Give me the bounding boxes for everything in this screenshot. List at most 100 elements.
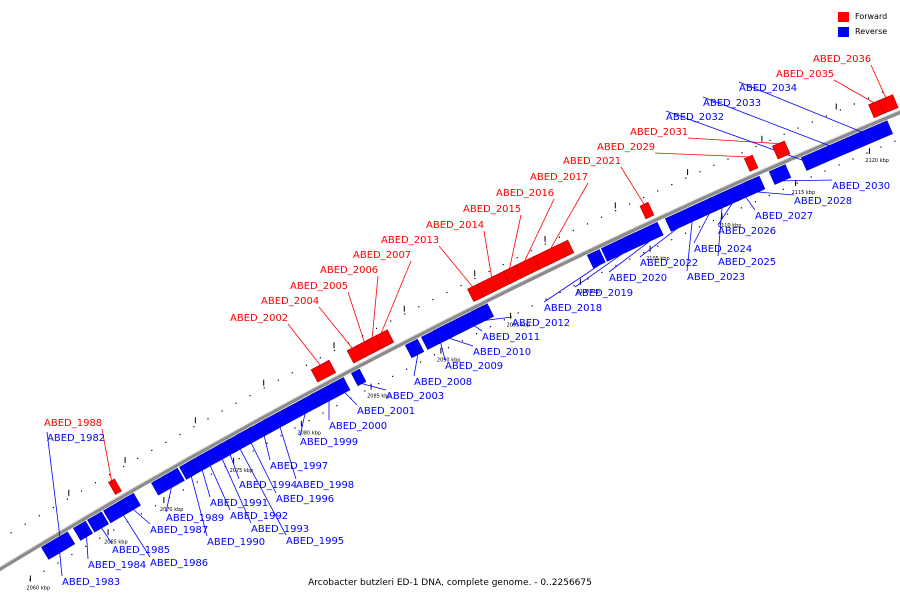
tick-dot [754, 201, 756, 203]
tick-dot [712, 219, 715, 222]
gene-abed-2002[interactable] [310, 359, 337, 383]
gene-abed-2001[interactable] [332, 377, 351, 396]
gene-abed-2012[interactable] [470, 303, 495, 325]
tick-dot [629, 258, 631, 260]
gene-abed-2017[interactable] [533, 239, 575, 270]
tick-dot [221, 410, 223, 412]
dna-backbone-highlight [0, 109, 900, 568]
tick-dot [305, 364, 307, 366]
scale-label: 2080 kbp [297, 431, 321, 437]
tick-dot [446, 291, 448, 294]
tick-dot [880, 146, 882, 148]
tick-dot [768, 194, 770, 196]
gene-abed-1989[interactable] [151, 467, 185, 496]
leader-abed-2010 [449, 338, 474, 347]
label-abed-1994: ABED_1994 [239, 480, 297, 491]
tick-dot [699, 171, 701, 173]
leader-abed-2009 [440, 342, 446, 361]
tick-dot [783, 133, 785, 135]
label-abed-2031: ABED_2031 [630, 127, 688, 138]
leader-abed-2012 [485, 316, 513, 321]
tick-dot [404, 313, 406, 315]
tick-dot [671, 184, 673, 186]
gene-abed-2036[interactable] [878, 94, 899, 114]
gene-abed-2021[interactable] [639, 201, 655, 220]
scale-label: 2115 kbp [792, 190, 816, 196]
gene-abed-1984[interactable] [73, 520, 94, 541]
tick-dot [516, 257, 518, 259]
tick-dot [336, 405, 338, 407]
leader-abed-1996 [250, 442, 277, 494]
leader-abed-2023 [686, 221, 693, 272]
tick-dot [740, 207, 742, 209]
tick-dot [277, 379, 279, 381]
legend-forward-label: Forward [855, 12, 888, 21]
scale-label: 2100 kbp [576, 289, 600, 295]
gene-abed-2003[interactable] [350, 368, 367, 387]
gene-abed-1987[interactable] [119, 492, 141, 514]
tick-dot [769, 139, 771, 141]
leader-abed-1985 [101, 527, 113, 545]
gene-abed-2034[interactable] [860, 120, 893, 146]
tick-dot [699, 226, 701, 228]
tick-dot [364, 390, 366, 392]
label-abed-2033: ABED_2033 [703, 98, 761, 109]
label-abed-2027: ABED_2027 [755, 211, 813, 222]
tick-dot [824, 170, 826, 172]
tick-dot [235, 402, 237, 404]
gene-labels: ABED_1982 ABED_1983 ABED_1984 ABED_1985 ABED… [44, 54, 890, 588]
leader-abed-2008 [413, 354, 419, 377]
leader-abed-2034 [738, 81, 880, 140]
tick-dot [308, 420, 310, 422]
label-abed-2020: ABED_2020 [609, 273, 667, 284]
label-abed-2036: ABED_2036 [813, 54, 871, 65]
leader-abed-2020 [608, 241, 650, 273]
tick-dot [207, 418, 209, 420]
tick-dot [418, 306, 420, 308]
label-abed-2005: ABED_2005 [290, 281, 348, 292]
forward-swatch [838, 11, 849, 22]
tick-dot [165, 441, 167, 443]
label-abed-1999: ABED_1999 [300, 437, 358, 448]
tick-dot [319, 357, 321, 359]
label-abed-2004: ABED_2004 [261, 296, 319, 307]
leader-abed-2030 [782, 179, 833, 182]
gene-abed-2028[interactable] [744, 175, 766, 196]
leader-abed-1991 [201, 470, 211, 498]
label-abed-2001: ABED_2001 [357, 406, 415, 417]
label-abed-2016: ABED_2016 [496, 188, 554, 199]
tick-dot [852, 158, 854, 160]
gene-abed-2031[interactable] [772, 140, 791, 160]
gene-abed-1985[interactable] [87, 511, 110, 533]
tick-dot [38, 515, 40, 517]
gene-abed-2029[interactable] [743, 154, 759, 172]
tick-dot [71, 554, 73, 556]
leader-abed-1990 [190, 476, 208, 537]
gene-abed-2020[interactable] [628, 221, 664, 249]
label-abed-2022: ABED_2022 [640, 258, 698, 269]
label-abed-2014: ABED_2014 [426, 220, 484, 231]
gene-track [41, 94, 899, 560]
tick-dot [238, 458, 240, 460]
legend: Forward Reverse [838, 9, 887, 39]
gene-abed-1983[interactable] [45, 536, 68, 558]
leader-abed-1998 [279, 427, 297, 480]
label-abed-1996: ABED_1996 [276, 494, 334, 505]
gene-abed-2018[interactable] [586, 249, 606, 269]
label-abed-2029: ABED_2029 [597, 142, 655, 153]
tick-dot [475, 333, 477, 335]
tick-dot [685, 232, 687, 234]
label-abed-1982: ABED_1982 [47, 433, 105, 444]
gene-abed-2030[interactable] [768, 164, 792, 185]
label-abed-2011: ABED_2011 [482, 332, 540, 343]
tick-dot [154, 505, 157, 507]
tick-dot [461, 340, 463, 342]
leader-abed-1999 [299, 413, 306, 437]
leader-abed-2028 [757, 191, 795, 196]
gene-abed-1988[interactable] [108, 478, 122, 495]
gene-abed-2008[interactable] [404, 338, 425, 359]
tick-dot [796, 182, 798, 184]
label-abed-2008: ABED_2008 [414, 377, 472, 388]
gene-abed-2007[interactable] [374, 329, 395, 349]
